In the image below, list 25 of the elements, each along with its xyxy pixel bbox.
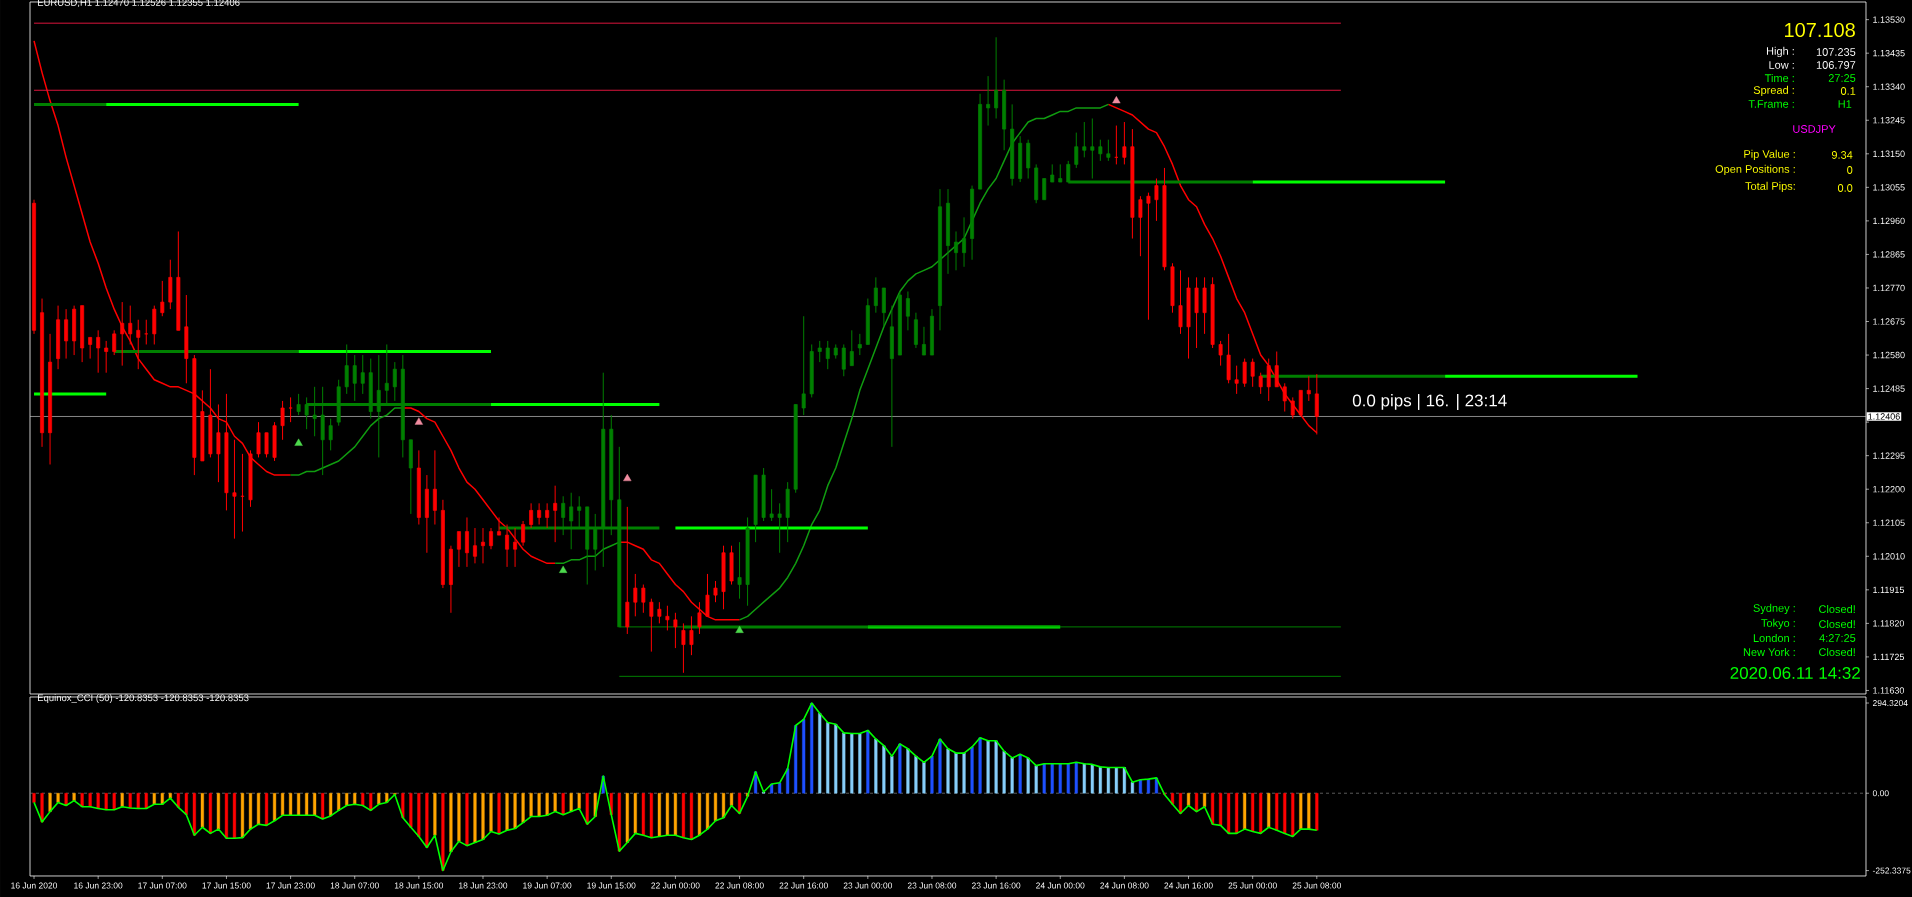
x-tick-label: 22 Jun 08:00 xyxy=(715,882,764,889)
x-tick-label: 18 Jun 07:00 xyxy=(330,882,379,889)
x-tick-label: 25 Jun 08:00 xyxy=(1292,882,1342,889)
x-tick-label: 24 Jun 16:00 xyxy=(1164,882,1213,889)
y-tick-label: -252.3375 xyxy=(1872,867,1911,874)
y-tick-label: 294.3204 xyxy=(1872,700,1908,707)
x-tick-label: 22 Jun 00:00 xyxy=(651,882,700,889)
chart-title: Equinox_CCI (50) -120.8353 -120.8353 -120.8353 xyxy=(38,694,249,704)
x-tick-label: 19 Jun 07:00 xyxy=(523,882,572,889)
y-tick-label: 0.00 xyxy=(1872,790,1889,797)
x-tick-label: 23 Jun 00:00 xyxy=(843,882,893,889)
x-tick-label: 18 Jun 15:00 xyxy=(394,882,444,889)
x-tick-label: 25 Jun 00:00 xyxy=(1228,882,1277,889)
x-tick-label: 23 Jun 16:00 xyxy=(971,882,1021,889)
x-tick-label: 17 Jun 15:00 xyxy=(202,882,251,889)
x-tick-label: 22 Jun 16:00 xyxy=(779,882,828,889)
x-tick-label: 17 Jun 23:00 xyxy=(266,882,315,889)
x-tick-label: 16 Jun 23:00 xyxy=(74,882,123,889)
x-tick-label: 17 Jun 07:00 xyxy=(138,882,187,889)
x-tick-label: 19 Jun 15:00 xyxy=(587,882,636,889)
x-tick-label: 24 Jun 08:00 xyxy=(1100,882,1149,889)
x-tick-label: 23 Jun 08:00 xyxy=(907,882,957,889)
x-tick-label: 24 Jun 00:00 xyxy=(1036,882,1085,889)
x-tick-label: 16 Jun 2020 xyxy=(11,882,58,889)
x-tick-label: 18 Jun 23:00 xyxy=(459,882,508,889)
